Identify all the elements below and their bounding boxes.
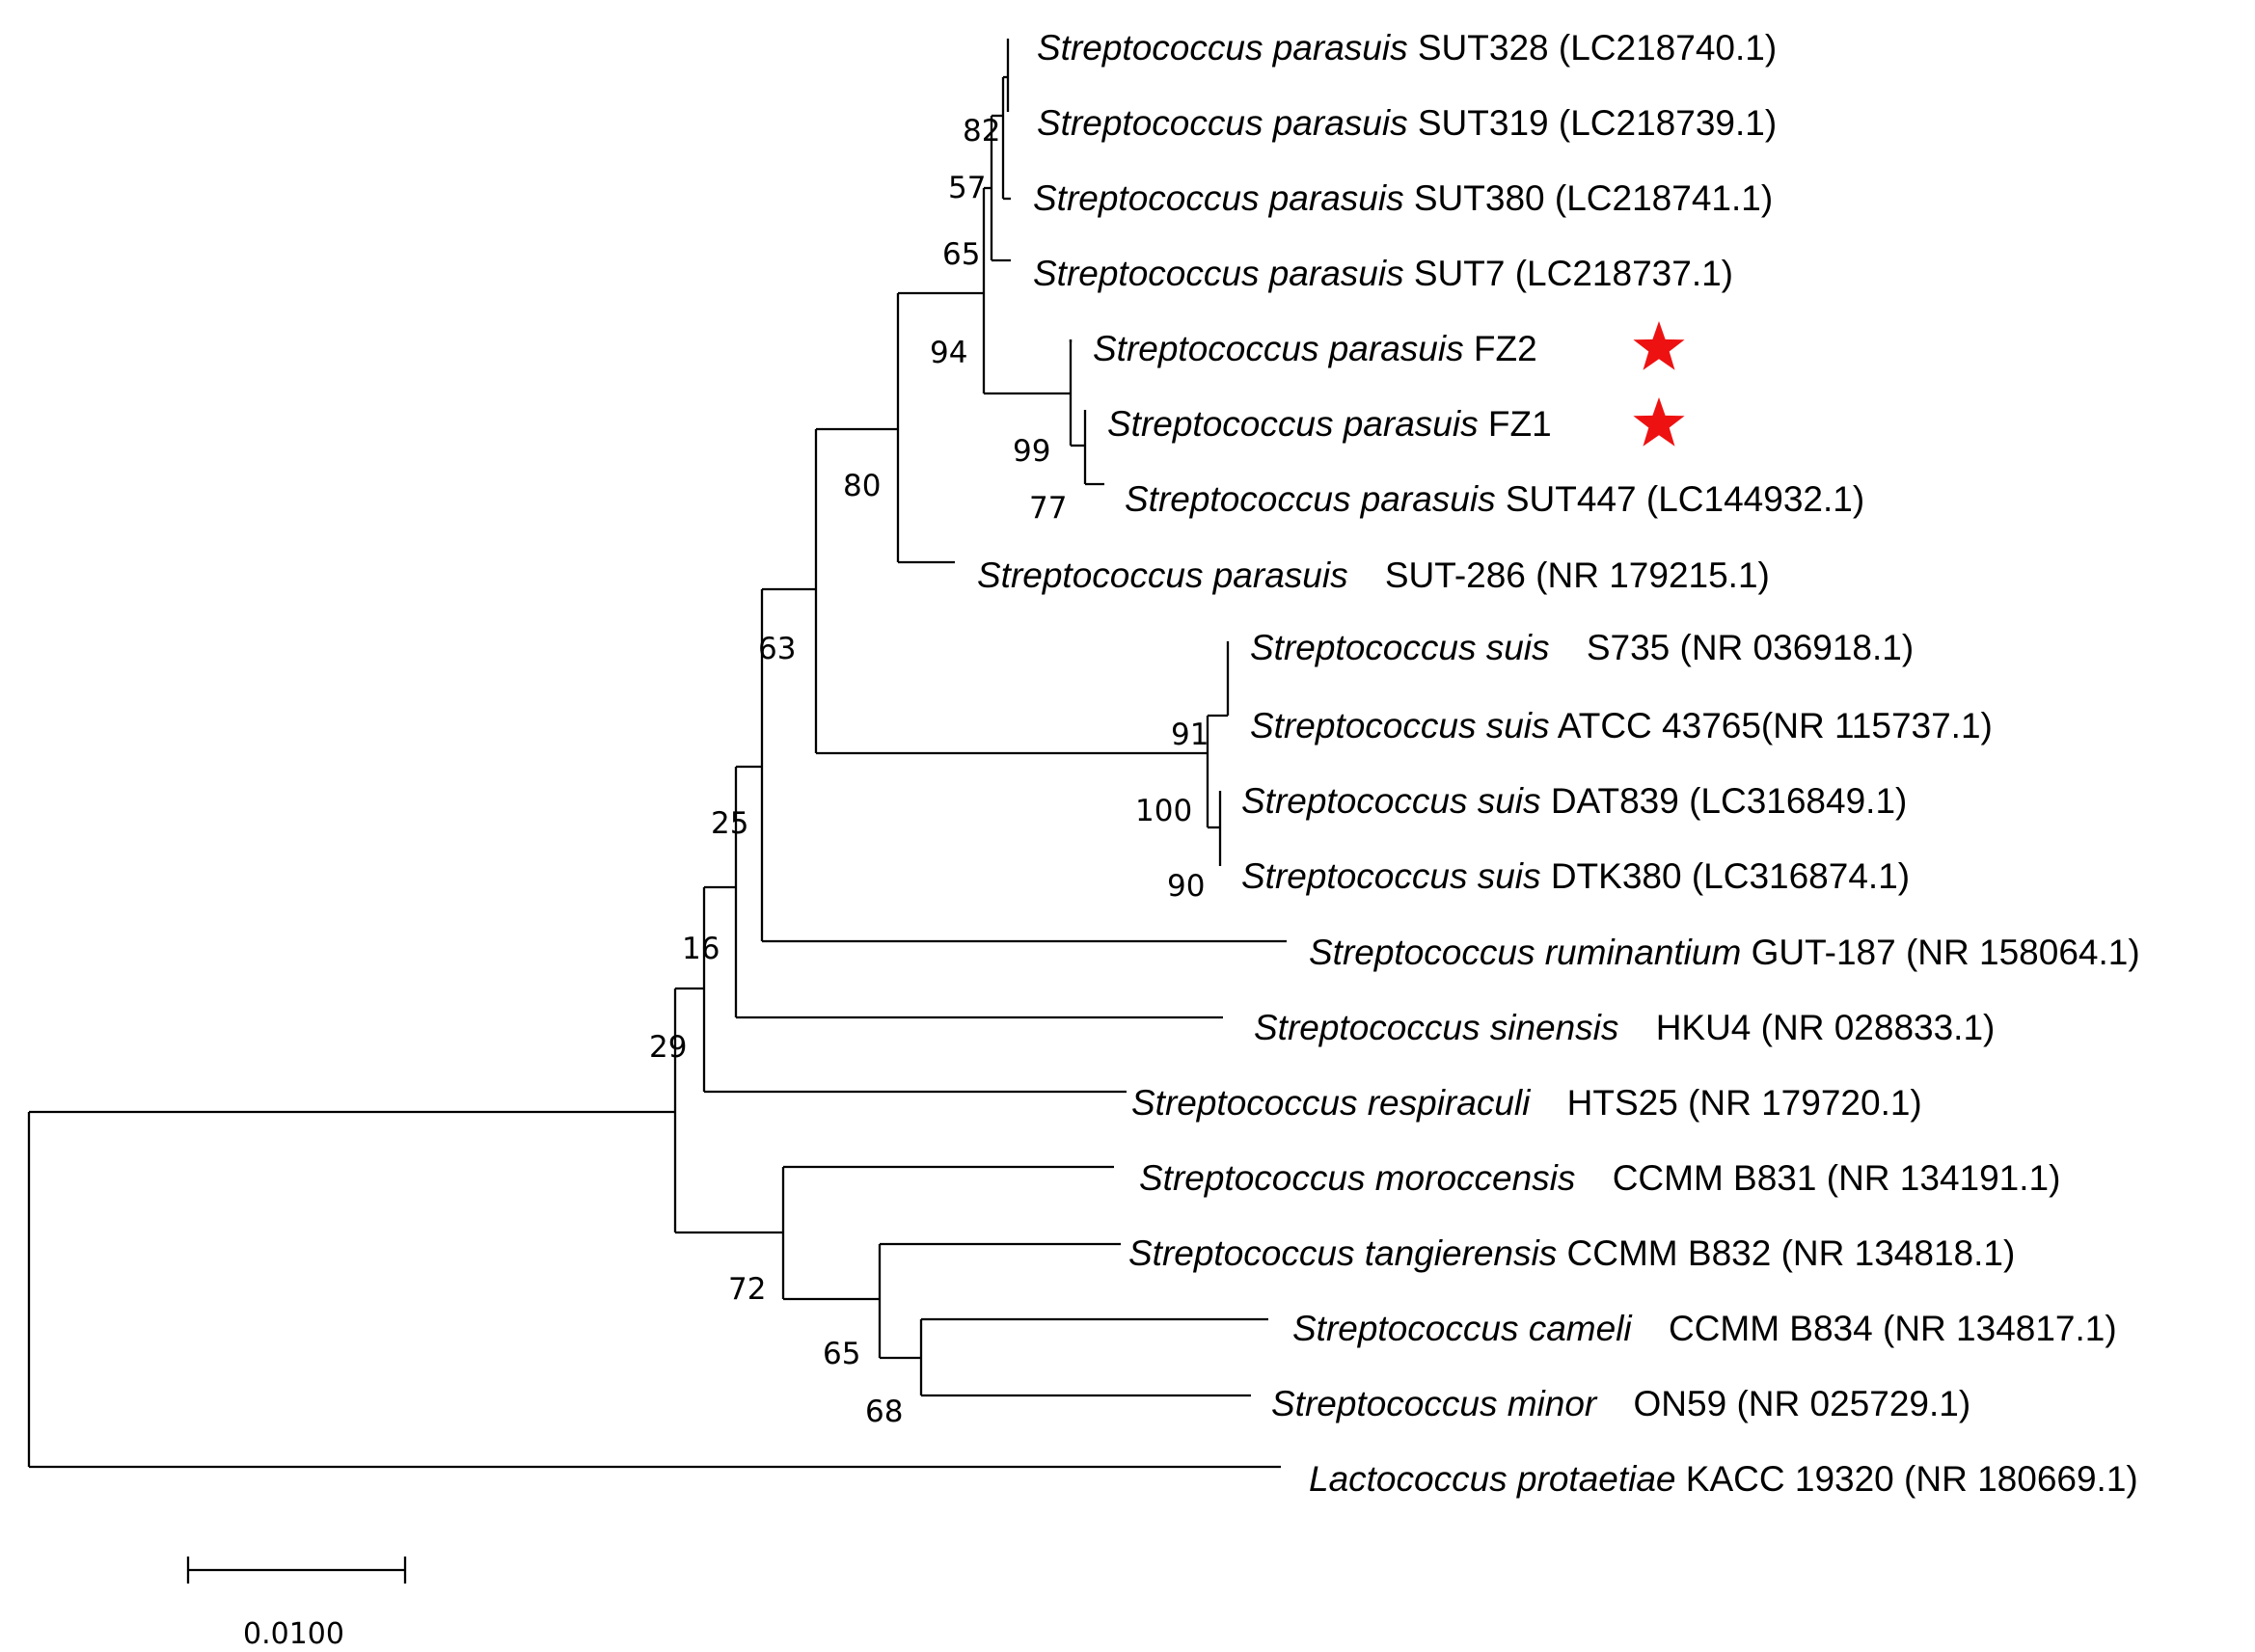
bootstrap-value: 16 (682, 932, 720, 966)
taxon-label: Lactococcus protaetiae KACC 19320 (NR 18… (1309, 1459, 2138, 1499)
bootstrap-value: 91 (1171, 718, 1209, 752)
scale-bar-line (186, 1557, 407, 1584)
bootstrap-value: 57 (948, 171, 986, 205)
taxon-label: Streptococcus cameli CCMM B834 (NR 13481… (1292, 1309, 2117, 1348)
taxon-label: Streptococcus ruminantium GUT-187 (NR 15… (1309, 933, 2140, 972)
taxon-label: Streptococcus suis ATCC 43765(NR 115737.… (1250, 706, 1993, 745)
tree-branches (27, 39, 1287, 1469)
taxon-label: Streptococcus suis DTK380 (LC316874.1) (1241, 856, 1910, 896)
taxon-label: Streptococcus parasuis FZ1 (1107, 404, 1552, 444)
taxon-label: Streptococcus parasuis SUT447 (LC144932.… (1125, 479, 1864, 519)
bootstrap-value: 82 (963, 114, 1000, 149)
taxon-label: Streptococcus parasuis FZ2 (1093, 329, 1537, 368)
bootstrap-value: 68 (865, 1395, 903, 1429)
bootstrap-value: 63 (758, 632, 796, 666)
taxon-label: Streptococcus parasuis SUT-286 (NR 17921… (977, 555, 1770, 595)
taxon-label: Streptococcus parasuis SUT380 (LC218741.… (1033, 178, 1773, 218)
bootstrap-value: 25 (711, 806, 748, 841)
taxon-label: Streptococcus moroccensis CCMM B831 (NR … (1139, 1158, 2060, 1198)
highlight-stars (1633, 321, 1685, 447)
bootstrap-value: 77 (1029, 491, 1067, 526)
taxon-label: Streptococcus minor ON59 (NR 025729.1) (1271, 1384, 1970, 1423)
taxon-label: Streptococcus suis S735 (NR 036918.1) (1250, 628, 1914, 667)
taxon-label: Streptococcus sinensis HKU4 (NR 028833.1… (1254, 1008, 1995, 1047)
scale-bar: 0.0100 (186, 1557, 407, 1651)
bootstrap-value: 100 (1135, 794, 1192, 828)
bootstrap-value: 72 (728, 1272, 766, 1307)
taxon-label: Streptococcus parasuis SUT319 (LC218739.… (1037, 103, 1777, 143)
taxon-labels: Streptococcus parasuis SUT328 (LC218740.… (977, 28, 2140, 1499)
bootstrap-value: 29 (649, 1030, 687, 1065)
bootstrap-value: 99 (1013, 434, 1050, 469)
taxon-label: Streptococcus respiraculi HTS25 (NR 1797… (1131, 1083, 1922, 1123)
bootstrap-value: 80 (843, 469, 881, 503)
scale-bar-label: 0.0100 (243, 1617, 344, 1651)
star-icon (1633, 321, 1685, 370)
bootstrap-values: 82 57 65 94 99 77 80 63 91 100 90 25 16 … (649, 114, 1209, 1429)
star-icon (1633, 397, 1685, 447)
bootstrap-value: 90 (1167, 869, 1205, 904)
taxon-label: Streptococcus parasuis SUT7 (LC218737.1) (1033, 254, 1733, 293)
bootstrap-value: 65 (942, 237, 980, 272)
taxon-label: Streptococcus parasuis SUT328 (LC218740.… (1037, 28, 1777, 68)
taxon-label: Streptococcus suis DAT839 (LC316849.1) (1241, 781, 1907, 821)
bootstrap-value: 65 (823, 1337, 860, 1371)
taxon-label: Streptococcus tangierensis CCMM B832 (NR… (1128, 1233, 2015, 1273)
bootstrap-value: 94 (930, 336, 967, 370)
